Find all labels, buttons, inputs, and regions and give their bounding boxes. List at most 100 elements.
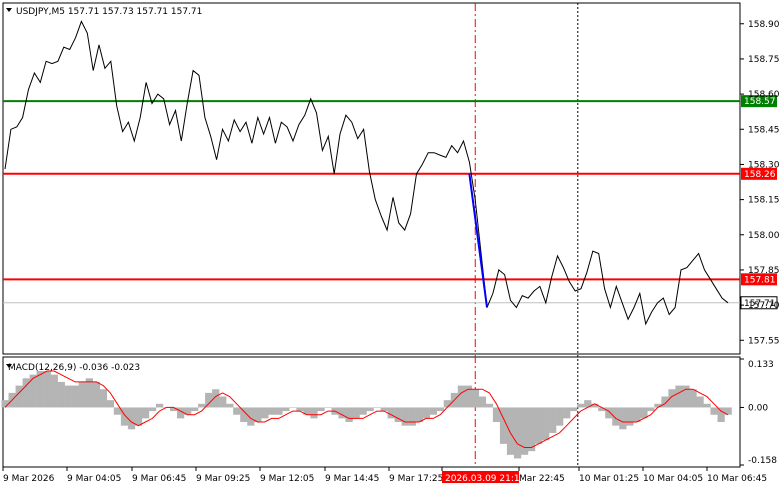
time-tick-label-3: 9 Mar 09:25	[196, 474, 250, 484]
macd-bar-55	[387, 407, 395, 419]
macd-bar-13	[92, 381, 101, 408]
macd-bar-20	[141, 407, 150, 419]
macd-bar-30	[212, 389, 220, 408]
macd-bar-11	[78, 381, 86, 408]
macd-bar-79	[556, 407, 564, 426]
macd-chart-title: MACD(12,26,9) -0.036 -0.023	[8, 363, 140, 373]
macd-bar-44	[310, 407, 318, 419]
macd-bar-24	[169, 407, 178, 412]
macd-bar-92	[647, 407, 655, 412]
time-tick-label-7: 2026.03.09 21:15	[445, 474, 525, 484]
macd-layer	[1, 370, 732, 459]
macd-bar-27	[191, 407, 199, 412]
price-tick-label-6: 158.00	[748, 231, 780, 241]
macd-bar-49	[345, 407, 353, 423]
macd-bar-42	[296, 407, 304, 412]
macd-dropdown-triangle-icon[interactable]	[6, 364, 12, 368]
macd-bar-86	[605, 407, 613, 419]
macd-bar-63	[443, 400, 451, 408]
macd-bar-36	[254, 407, 262, 423]
macd-bar-50	[352, 407, 360, 419]
macd-tick-label-2: -0.158	[748, 456, 777, 466]
axis-layer: 158.57 158.26 157.81 157.71 158.90 158.75 158.…	[2, 20, 780, 484]
macd-bar-52	[366, 407, 374, 412]
time-tick-label-10: 10 Mar 04:05	[643, 474, 703, 484]
macd-bar-6	[43, 371, 51, 408]
macd-bar-60	[422, 407, 430, 419]
price-tick-label-8: 157.70	[748, 301, 780, 311]
level-tag-label-0: 158.57	[744, 97, 776, 107]
dropdown-triangle-icon[interactable]	[6, 8, 12, 12]
macd-bar-4	[29, 374, 37, 408]
time-tick-label-11: 10 Mar 06:45	[707, 474, 767, 484]
macd-bar-82	[577, 403, 585, 408]
macd-bar-18	[127, 407, 136, 430]
price-layer	[3, 3, 740, 467]
macd-bar-61	[429, 407, 437, 415]
time-tick-label-9: 10 Mar 01:25	[579, 474, 639, 484]
price-tick-label-1: 158.75	[748, 55, 780, 65]
macd-bar-80	[563, 407, 571, 419]
macd-bar-72	[506, 407, 515, 455]
macd-bar-5	[36, 371, 44, 408]
macd-bar-16	[113, 407, 122, 415]
macd-bar-35	[247, 407, 255, 426]
price-tick-label-3: 158.45	[748, 125, 780, 135]
macd-bar-74	[520, 407, 529, 455]
macd-bar-65	[457, 385, 466, 408]
macd-bar-96	[675, 385, 683, 408]
macd-bar-34	[240, 407, 248, 423]
macd-bar-98	[689, 389, 697, 408]
macd-bar-78	[549, 407, 557, 433]
time-tick-label-0: 9 Mar 2026	[3, 474, 55, 484]
time-tick-label-2: 9 Mar 06:45	[132, 474, 186, 484]
macd-bar-83	[584, 400, 592, 408]
macd-bar-94	[661, 396, 669, 408]
level-tag-label-2: 157.81	[744, 275, 776, 285]
price-tick-label-2: 158.60	[748, 90, 780, 100]
level-tag-label-3: 157.71	[744, 299, 776, 309]
level-tag-bg-2	[741, 273, 777, 286]
macd-bar-73	[513, 407, 522, 459]
macd-bar-89	[626, 407, 634, 426]
price-line	[4, 20, 729, 326]
macd-bar-71	[499, 407, 508, 444]
macd-bar-22	[155, 403, 164, 408]
macd-bar-76	[534, 407, 543, 444]
macd-bar-38	[268, 407, 276, 415]
time-tick-label-1: 9 Mar 04:05	[67, 474, 121, 484]
price-tick-label-5: 158.15	[748, 196, 780, 206]
macd-bar-101	[710, 407, 718, 415]
macd-bar-103	[724, 407, 732, 415]
time-tick-label-8: Mar 22:45	[519, 474, 565, 484]
macd-bar-53	[373, 407, 381, 408]
macd-bar-81	[570, 407, 578, 412]
macd-bar-3	[22, 378, 30, 408]
macd-tick-label-1: 0.00	[748, 403, 768, 413]
macd-bar-25	[177, 407, 185, 419]
macd-bar-66	[464, 385, 473, 408]
price-panel-frame	[2, 2, 741, 355]
macd-bar-48	[338, 407, 346, 419]
macd-bar-9	[64, 385, 72, 408]
macd-bar-32	[226, 403, 234, 408]
macd-bar-2	[15, 385, 23, 408]
macd-bar-91	[640, 407, 648, 419]
macd-bar-21	[148, 407, 157, 412]
macd-bar-51	[359, 407, 367, 415]
macd-bar-99	[696, 396, 704, 408]
macd-bar-93	[654, 403, 662, 408]
level-tag-bg-3	[740, 296, 778, 310]
price-tick-label-9: 157.55	[748, 336, 780, 346]
macd-bar-40	[282, 407, 290, 412]
macd-bar-90	[633, 407, 641, 423]
level-tag-bg-1	[741, 167, 777, 180]
macd-signal-line	[4, 370, 729, 448]
macd-bar-17	[120, 407, 129, 426]
macd-bar-88	[619, 407, 627, 430]
macd-bar-77	[542, 407, 550, 441]
time-tick-label-6: 9 Mar 17:25	[389, 474, 443, 484]
macd-bar-14	[99, 389, 108, 408]
price-tick-label-4: 158.30	[748, 160, 780, 170]
